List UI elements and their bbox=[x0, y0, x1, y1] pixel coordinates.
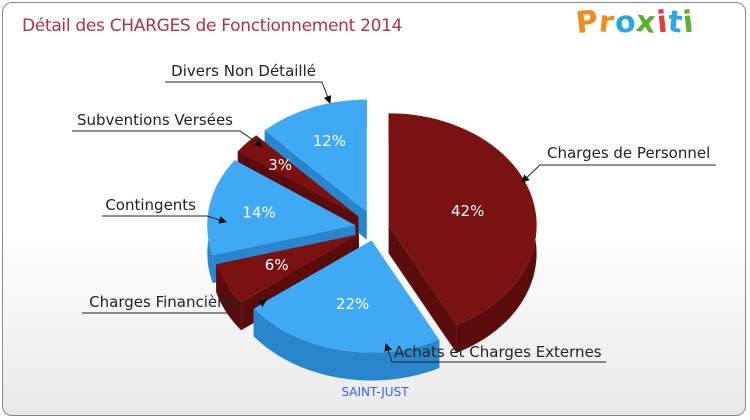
slice-label: Charges Financières bbox=[89, 293, 240, 311]
leader-line bbox=[82, 299, 267, 314]
leader-line bbox=[384, 343, 606, 363]
slice-divers-non-d-taill- bbox=[264, 99, 367, 212]
pie-slices bbox=[207, 99, 537, 381]
percent-label: 22% bbox=[336, 295, 369, 313]
slice-charges-financi-res bbox=[216, 234, 359, 303]
slice-labels: Charges de Personnel Achats et Charges Ex… bbox=[77, 62, 710, 361]
leader-line bbox=[72, 130, 263, 147]
slice-label: Divers Non Détaillé bbox=[171, 62, 316, 80]
leader-lines bbox=[72, 81, 716, 363]
slice-edge-0-1 bbox=[388, 225, 457, 353]
slice-label: Subventions Versées bbox=[77, 111, 233, 129]
leader-line bbox=[165, 81, 332, 104]
chart-title: Détail des CHARGES de Fonctionnement 201… bbox=[22, 16, 403, 36]
leader-line bbox=[102, 215, 227, 224]
slice-contingents bbox=[207, 160, 356, 256]
leader-line bbox=[521, 164, 716, 183]
percent-labels: 42% 22% 6% 14% 3% 12% bbox=[242, 132, 484, 313]
percent-label: 3% bbox=[268, 156, 292, 174]
slice-label: Achats et Charges Externes bbox=[394, 343, 602, 361]
slice-subventions-vers-es bbox=[237, 135, 359, 217]
percent-label: 6% bbox=[265, 256, 289, 274]
slice-label: Charges de Personnel bbox=[547, 144, 710, 162]
city-label: SAINT-JUST bbox=[341, 385, 409, 399]
slice-charges-de-personnel bbox=[388, 113, 537, 325]
percent-label: 14% bbox=[242, 203, 275, 221]
percent-label: 42% bbox=[451, 202, 484, 220]
percent-label: 12% bbox=[313, 132, 346, 150]
slice-label: Contingents bbox=[105, 196, 196, 214]
slice-achats-et-charges-externes bbox=[253, 240, 440, 353]
